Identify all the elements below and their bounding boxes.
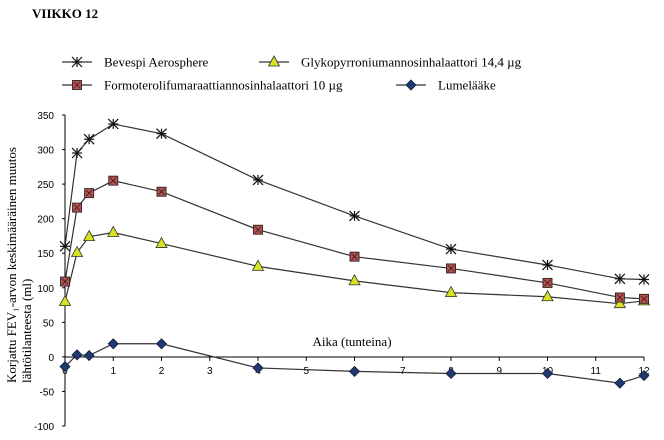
data-point-triangle bbox=[251, 259, 265, 271]
data-point-square bbox=[60, 276, 70, 287]
legend-item: Bevespi Aerosphere bbox=[62, 55, 209, 70]
data-point-asterisk bbox=[349, 210, 360, 222]
y-tick-label: 150 bbox=[37, 249, 54, 260]
y-axis-title-line-1: Korjattu FEV₁-arvon keskimääräinen muuto… bbox=[4, 147, 19, 383]
y-tick-label: 100 bbox=[37, 284, 54, 295]
data-point-triangle bbox=[444, 285, 458, 298]
legend-item: Formoterolifumaraattiannosinhalaattori 1… bbox=[62, 78, 343, 93]
data-point-triangle bbox=[82, 229, 96, 242]
y-tick-label: 50 bbox=[43, 318, 55, 329]
x-tick-label: 2 bbox=[159, 366, 165, 377]
data-point-diamond bbox=[252, 362, 264, 374]
data-point-diamond bbox=[348, 365, 361, 377]
legend-item: Glykopyrroniumannosinhalaattori 14,4 µg bbox=[259, 55, 522, 70]
y-tick-label: 200 bbox=[37, 215, 54, 226]
x-tick-label: 5 bbox=[303, 366, 309, 377]
x-tick-label: 9 bbox=[496, 366, 502, 377]
y-tick-label: 250 bbox=[37, 180, 54, 191]
y-axis-title-line-2: lähtötilanteesta (ml) bbox=[19, 279, 34, 383]
data-point-asterisk bbox=[445, 243, 457, 255]
data-point-square bbox=[542, 277, 553, 288]
data-point-triangle bbox=[348, 274, 361, 286]
series-diamond bbox=[59, 338, 650, 389]
series-asterisk bbox=[59, 118, 650, 285]
legend-label: Bevespi Aerosphere bbox=[104, 55, 209, 70]
data-point-square bbox=[614, 292, 625, 303]
y-axis-title: Korjattu FEV₁-arvon keskimääräinen muuto… bbox=[4, 144, 34, 383]
x-tick-label: 11 bbox=[591, 366, 602, 377]
x-tick-label: 1 bbox=[110, 366, 116, 377]
data-point-asterisk bbox=[71, 147, 83, 159]
y-tick-label: -100 bbox=[34, 422, 54, 433]
data-point-diamond bbox=[107, 338, 119, 350]
y-tick-label: -50 bbox=[40, 387, 55, 398]
y-tick-label: 300 bbox=[37, 146, 54, 157]
data-point-square bbox=[108, 175, 119, 186]
data-point-diamond bbox=[638, 369, 650, 382]
data-point-asterisk bbox=[542, 259, 553, 271]
data-point-asterisk bbox=[156, 128, 167, 140]
legend-diamond-marker bbox=[405, 79, 417, 91]
x-axis-title: Aika (tunteina) bbox=[312, 334, 391, 349]
data-point-triangle bbox=[58, 294, 72, 307]
y-tick-label: 0 bbox=[48, 353, 54, 364]
y-tick-labels: 350 300 250 200 150 100 50 0 -50 -100 bbox=[34, 111, 65, 433]
series-line bbox=[64, 231, 645, 305]
data-point-triangle bbox=[613, 296, 627, 309]
legend: Bevespi Aerosphere Glykopyrroniumannosinh… bbox=[62, 55, 522, 93]
data-point-square bbox=[446, 263, 456, 274]
series-square bbox=[60, 175, 649, 304]
x-tick-label: 7 bbox=[400, 366, 406, 377]
data-point-triangle bbox=[70, 245, 84, 257]
chart-title: VIIKKO 12 bbox=[32, 6, 98, 21]
data-point-asterisk bbox=[59, 240, 71, 252]
y-tick-label: 350 bbox=[37, 111, 54, 122]
legend-triangle-marker bbox=[267, 55, 281, 67]
data-point-triangle bbox=[107, 225, 120, 237]
data-point-diamond bbox=[59, 360, 71, 373]
data-point-asterisk bbox=[638, 274, 650, 285]
data-point-asterisk bbox=[107, 118, 119, 130]
data-point-square bbox=[349, 251, 360, 262]
data-point-triangle bbox=[155, 236, 168, 248]
data-point-asterisk bbox=[252, 174, 264, 186]
legend-label: Lumelääke bbox=[438, 78, 496, 93]
data-point-square bbox=[72, 202, 83, 213]
series-line bbox=[64, 343, 645, 384]
legend-label: Formoterolifumaraattiannosinhalaattori 1… bbox=[104, 78, 343, 93]
data-point-square bbox=[156, 186, 167, 197]
data-point-diamond bbox=[614, 377, 626, 389]
data-point-square bbox=[639, 293, 649, 304]
data-point-asterisk bbox=[83, 133, 95, 145]
data-point-asterisk bbox=[614, 273, 626, 285]
data-point-diamond bbox=[83, 349, 95, 362]
data-point-square bbox=[253, 224, 263, 235]
legend-item: Lumelääke bbox=[396, 78, 496, 93]
data-point-diamond bbox=[71, 349, 83, 361]
legend-square-marker bbox=[72, 80, 82, 90]
x-tick-label: 3 bbox=[207, 366, 213, 377]
data-point-diamond bbox=[445, 367, 457, 380]
data-point-triangle bbox=[541, 289, 554, 302]
legend-asterisk-marker bbox=[71, 56, 83, 68]
series-layer bbox=[58, 118, 651, 389]
legend-label: Glykopyrroniumannosinhalaattori 14,4 µg bbox=[301, 55, 522, 70]
data-point-diamond bbox=[541, 367, 554, 380]
data-point-diamond bbox=[155, 338, 168, 350]
series-triangle bbox=[58, 225, 651, 309]
data-point-square bbox=[84, 188, 95, 199]
